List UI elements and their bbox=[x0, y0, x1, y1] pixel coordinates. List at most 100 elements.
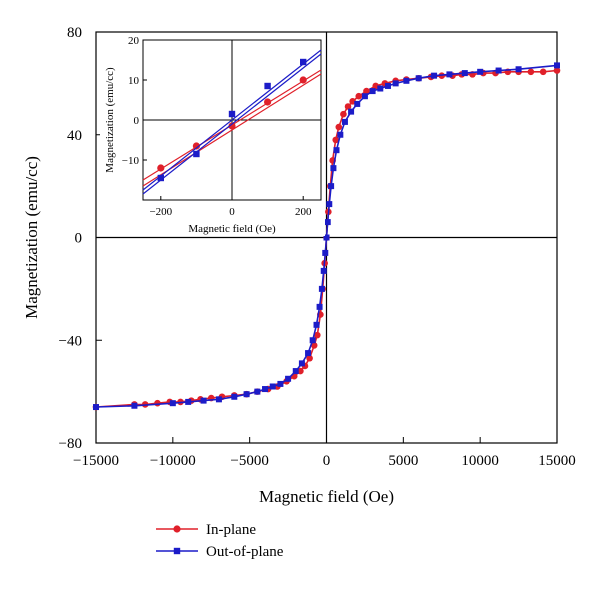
main-xtick-label: 5000 bbox=[388, 453, 418, 469]
main-ytick-label: −40 bbox=[59, 333, 82, 349]
main-data-point bbox=[348, 108, 355, 115]
main-data-point bbox=[313, 321, 320, 328]
main-data-point bbox=[361, 93, 368, 100]
main-ytick-label: 80 bbox=[67, 25, 82, 41]
main-data-point bbox=[262, 386, 269, 393]
main-data-point bbox=[131, 402, 138, 409]
inset-plot: −200 0 200 −10 0 10 20 Magnetic field (Oe) Magne… bbox=[100, 35, 325, 236]
main-data-point bbox=[313, 331, 321, 339]
inset-branch-line-out-of-plane bbox=[142, 49, 322, 191]
inset-data-point bbox=[157, 174, 164, 182]
main-data-point bbox=[305, 350, 312, 357]
main-data-point bbox=[154, 399, 161, 407]
main-data-point bbox=[431, 72, 438, 79]
main-data-point bbox=[330, 165, 337, 172]
main-data-point bbox=[363, 87, 370, 95]
inset-xtick-label: −200 bbox=[149, 206, 172, 218]
main-data-point bbox=[340, 110, 347, 118]
inset-data-point bbox=[264, 82, 271, 90]
main-data-point bbox=[515, 66, 522, 73]
main-data-point bbox=[337, 131, 344, 138]
main-xtick-label: 15000 bbox=[538, 453, 576, 469]
main-xtick-label: 10000 bbox=[461, 453, 499, 469]
main-ytick-label: 40 bbox=[67, 128, 82, 144]
main-data-point bbox=[231, 393, 238, 400]
main-y-axis-title: Magnetization (emu/cc) bbox=[22, 156, 41, 319]
main-data-point bbox=[292, 368, 299, 375]
main-data-point bbox=[306, 354, 313, 362]
main-xtick-label: 0 bbox=[323, 453, 331, 469]
inset-ytick-label: 0 bbox=[134, 115, 140, 127]
inset-data-point bbox=[300, 58, 307, 66]
main-data-point bbox=[415, 75, 422, 82]
inset-x-axis-title: Magnetic field (Oe) bbox=[188, 223, 276, 235]
main-xtick-label: −15000 bbox=[73, 453, 119, 469]
main-data-point bbox=[333, 147, 340, 154]
legend-label: Out-of-plane bbox=[206, 544, 284, 560]
main-data-point bbox=[554, 62, 560, 69]
main-data-point bbox=[341, 118, 348, 125]
main-data-point bbox=[320, 267, 327, 274]
legend-item: Out-of-plane bbox=[156, 544, 284, 560]
main-data-point bbox=[384, 82, 391, 89]
main-data-point bbox=[344, 103, 352, 110]
main-data-point bbox=[392, 80, 399, 87]
main-data-point bbox=[328, 183, 335, 190]
main-ytick-label: 0 bbox=[75, 231, 83, 247]
inset-data-point bbox=[228, 110, 236, 118]
inset-ytick-label: 20 bbox=[128, 35, 140, 47]
main-data-point bbox=[355, 92, 363, 100]
main-data-point bbox=[323, 234, 330, 241]
main-data-point bbox=[495, 67, 502, 74]
legend-label: In-plane bbox=[206, 522, 256, 538]
inset-data-point bbox=[264, 98, 272, 106]
main-data-point bbox=[169, 400, 176, 407]
inset-y-axis-title: Magnetization (emu/cc) bbox=[104, 67, 116, 173]
main-data-point bbox=[322, 249, 329, 256]
main-data-point bbox=[332, 136, 340, 144]
main-data-point bbox=[354, 100, 361, 107]
main-data-point bbox=[185, 398, 192, 405]
main-x-axis-title: Magnetic field (Oe) bbox=[259, 487, 394, 506]
inset-xtick-label: 200 bbox=[295, 206, 312, 218]
legend-marker bbox=[173, 547, 181, 555]
main-data-point bbox=[93, 404, 99, 411]
main-data-point bbox=[277, 380, 284, 387]
main-data-point bbox=[324, 219, 331, 226]
inset-ytick-label: 10 bbox=[128, 75, 140, 87]
legend-item: In-plane bbox=[156, 522, 256, 538]
main-data-point bbox=[403, 77, 410, 84]
main-data-point bbox=[527, 68, 535, 76]
main-plot: −15000 −10000 −5000 0 5000 10000 15000 −80 −40 0 4… bbox=[22, 25, 576, 506]
main-data-point bbox=[254, 388, 261, 395]
main-series-line-out-of-plane bbox=[95, 64, 558, 408]
inset-data-point bbox=[299, 76, 307, 84]
main-data-point bbox=[316, 303, 323, 310]
legend-marker bbox=[173, 525, 181, 533]
inset-data-point bbox=[157, 164, 165, 172]
inset-data-point bbox=[192, 142, 200, 150]
main-ytick-label: −80 bbox=[59, 436, 82, 452]
main-data-point bbox=[553, 67, 561, 74]
main-data-point bbox=[215, 396, 222, 403]
legend: In-plane Out-of-plane bbox=[156, 522, 284, 560]
main-data-point bbox=[461, 70, 468, 77]
main-data-point bbox=[269, 383, 276, 390]
inset-data-point bbox=[193, 150, 200, 158]
main-data-point bbox=[326, 201, 333, 208]
main-data-point bbox=[539, 68, 547, 76]
main-data-point bbox=[369, 88, 376, 95]
main-data-point bbox=[310, 342, 318, 349]
inset-ytick-label: −10 bbox=[122, 155, 140, 167]
main-data-point bbox=[446, 71, 453, 78]
main-data-point bbox=[200, 397, 207, 404]
main-data-point bbox=[318, 285, 325, 292]
main-data-point bbox=[377, 85, 384, 92]
main-data-point bbox=[285, 375, 292, 382]
main-xtick-label: −10000 bbox=[150, 453, 196, 469]
inset-branch-line-out-of-plane bbox=[142, 53, 322, 195]
main-data-point bbox=[243, 391, 250, 398]
main-data-point bbox=[309, 337, 316, 344]
